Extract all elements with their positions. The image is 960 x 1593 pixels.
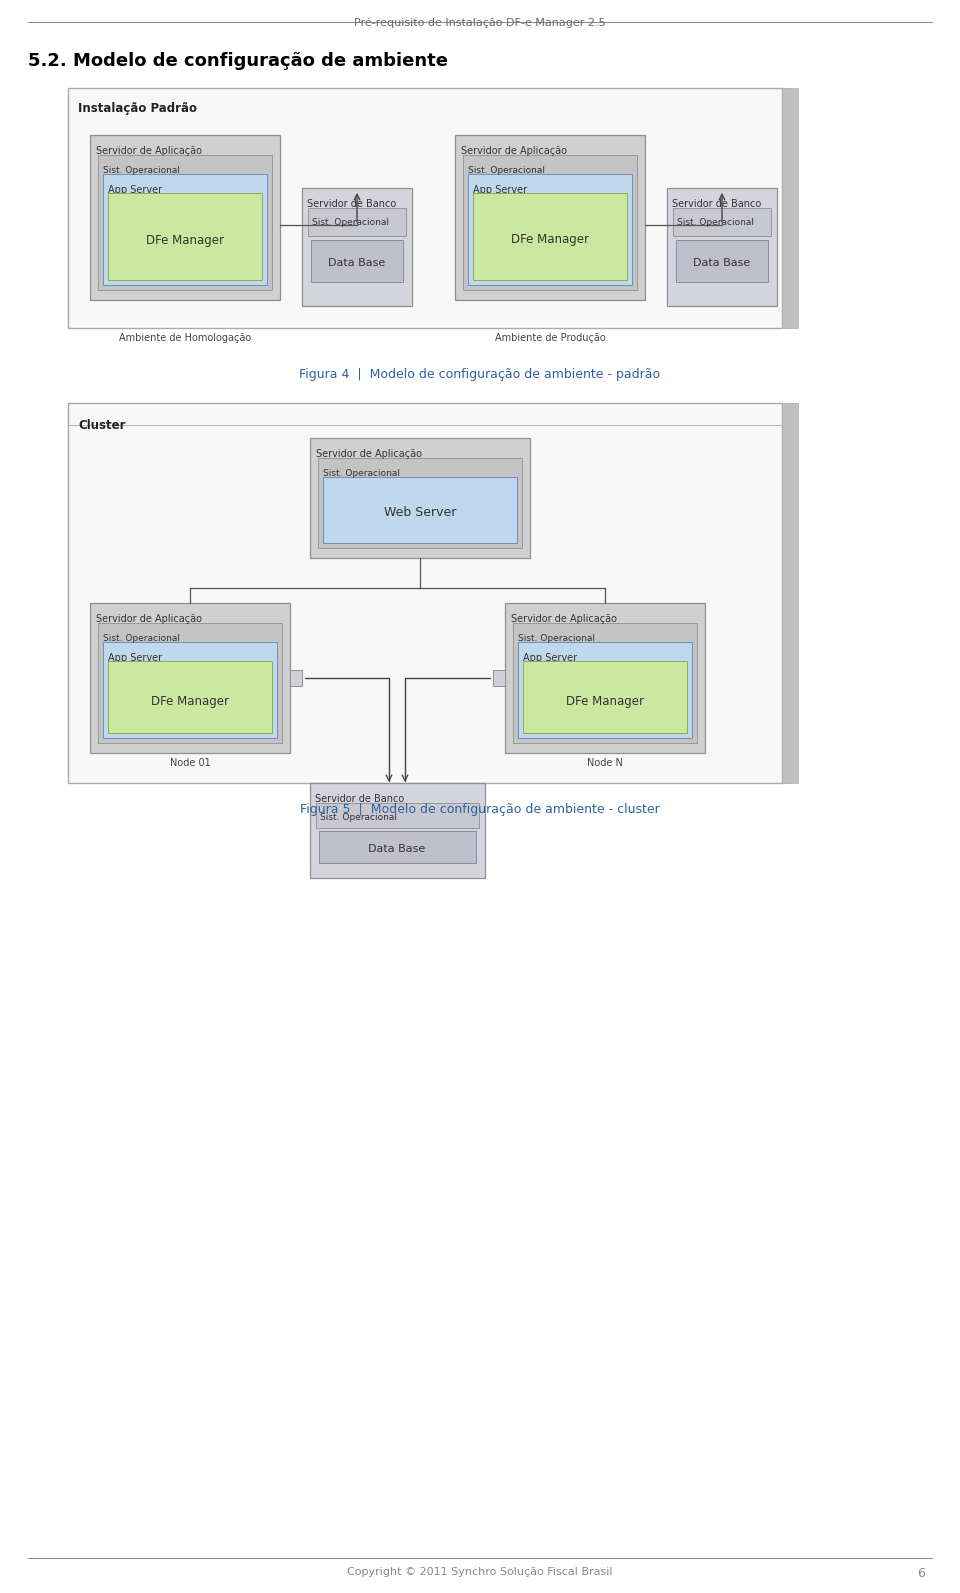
Bar — [316, 803, 479, 828]
Bar — [505, 604, 705, 753]
Text: Servidor de Banco: Servidor de Banco — [307, 199, 396, 209]
Text: Servidor de Banco: Servidor de Banco — [672, 199, 761, 209]
Text: Sist. Operacional: Sist. Operacional — [677, 218, 754, 226]
Bar — [310, 784, 485, 878]
Bar — [673, 209, 771, 236]
Text: 6: 6 — [917, 1568, 925, 1580]
Bar — [463, 155, 637, 290]
Text: Sist. Operacional: Sist. Operacional — [468, 166, 545, 175]
Bar — [310, 438, 530, 558]
Text: Servidor de Banco: Servidor de Banco — [315, 793, 404, 804]
Text: DFe Manager: DFe Manager — [566, 695, 644, 707]
Text: Instalação Padrão: Instalação Padrão — [78, 102, 197, 115]
Bar — [455, 135, 645, 299]
Text: Data Base: Data Base — [328, 258, 386, 268]
Text: Servidor de Aplicação: Servidor de Aplicação — [316, 449, 422, 459]
Bar — [302, 188, 412, 306]
Text: DFe Manager: DFe Manager — [511, 234, 589, 247]
Text: Data Base: Data Base — [369, 844, 425, 854]
Bar — [68, 88, 782, 328]
Text: Ambiente de Homologação: Ambiente de Homologação — [119, 333, 252, 342]
Bar — [108, 193, 262, 280]
Text: Figura 5  |  Modelo de configuração de ambiente - cluster: Figura 5 | Modelo de configuração de amb… — [300, 803, 660, 816]
Bar — [518, 642, 692, 738]
Text: App Server: App Server — [108, 653, 162, 663]
Text: 5.2. Modelo de configuração de ambiente: 5.2. Modelo de configuração de ambiente — [28, 53, 448, 70]
Bar — [98, 155, 272, 290]
Bar — [468, 174, 632, 285]
Text: Ambiente de Produção: Ambiente de Produção — [494, 333, 606, 342]
Text: Node 01: Node 01 — [170, 758, 210, 768]
Bar — [473, 193, 627, 280]
Text: App Server: App Server — [473, 185, 527, 194]
Bar — [523, 661, 687, 733]
Bar — [782, 88, 798, 328]
Text: Sist. Operacional: Sist. Operacional — [103, 634, 180, 644]
Text: DFe Manager: DFe Manager — [146, 234, 224, 247]
Text: DFe Manager: DFe Manager — [151, 695, 229, 707]
Text: Servidor de Aplicação: Servidor de Aplicação — [461, 147, 567, 156]
Text: Servidor de Aplicação: Servidor de Aplicação — [511, 613, 617, 624]
Bar — [667, 188, 777, 306]
Text: Data Base: Data Base — [693, 258, 751, 268]
Bar — [318, 459, 522, 548]
Text: Sist. Operacional: Sist. Operacional — [320, 812, 397, 822]
Text: Sist. Operacional: Sist. Operacional — [312, 218, 389, 226]
Bar — [308, 209, 406, 236]
Bar — [513, 623, 697, 742]
Text: Node N: Node N — [588, 758, 623, 768]
Text: Sist. Operacional: Sist. Operacional — [323, 468, 400, 478]
Text: App Server: App Server — [108, 185, 162, 194]
Text: Figura 4  |  Modelo de configuração de ambiente - padrão: Figura 4 | Modelo de configuração de amb… — [300, 368, 660, 381]
Bar — [103, 174, 267, 285]
Text: App Server: App Server — [523, 653, 577, 663]
Bar — [493, 671, 505, 687]
Bar — [323, 476, 517, 543]
Text: Servidor de Aplicação: Servidor de Aplicação — [96, 613, 202, 624]
Bar — [90, 135, 280, 299]
Bar — [68, 403, 782, 784]
Text: Copyright © 2011 Synchro Solução Fiscal Brasil: Copyright © 2011 Synchro Solução Fiscal … — [348, 1568, 612, 1577]
Text: Sist. Operacional: Sist. Operacional — [103, 166, 180, 175]
Text: Web Server: Web Server — [384, 507, 456, 519]
Bar — [782, 403, 798, 784]
Text: Servidor de Aplicação: Servidor de Aplicação — [96, 147, 202, 156]
Bar — [676, 241, 768, 282]
Bar — [290, 671, 302, 687]
Bar — [108, 661, 272, 733]
Bar — [90, 604, 290, 753]
Text: Sist. Operacional: Sist. Operacional — [518, 634, 595, 644]
Text: Pré-requisito de Instalação DF-e Manager 2.5: Pré-requisito de Instalação DF-e Manager… — [354, 18, 606, 27]
Text: Cluster: Cluster — [78, 419, 126, 432]
Bar — [98, 623, 282, 742]
Bar — [311, 241, 403, 282]
Bar — [319, 832, 476, 863]
Bar — [103, 642, 277, 738]
